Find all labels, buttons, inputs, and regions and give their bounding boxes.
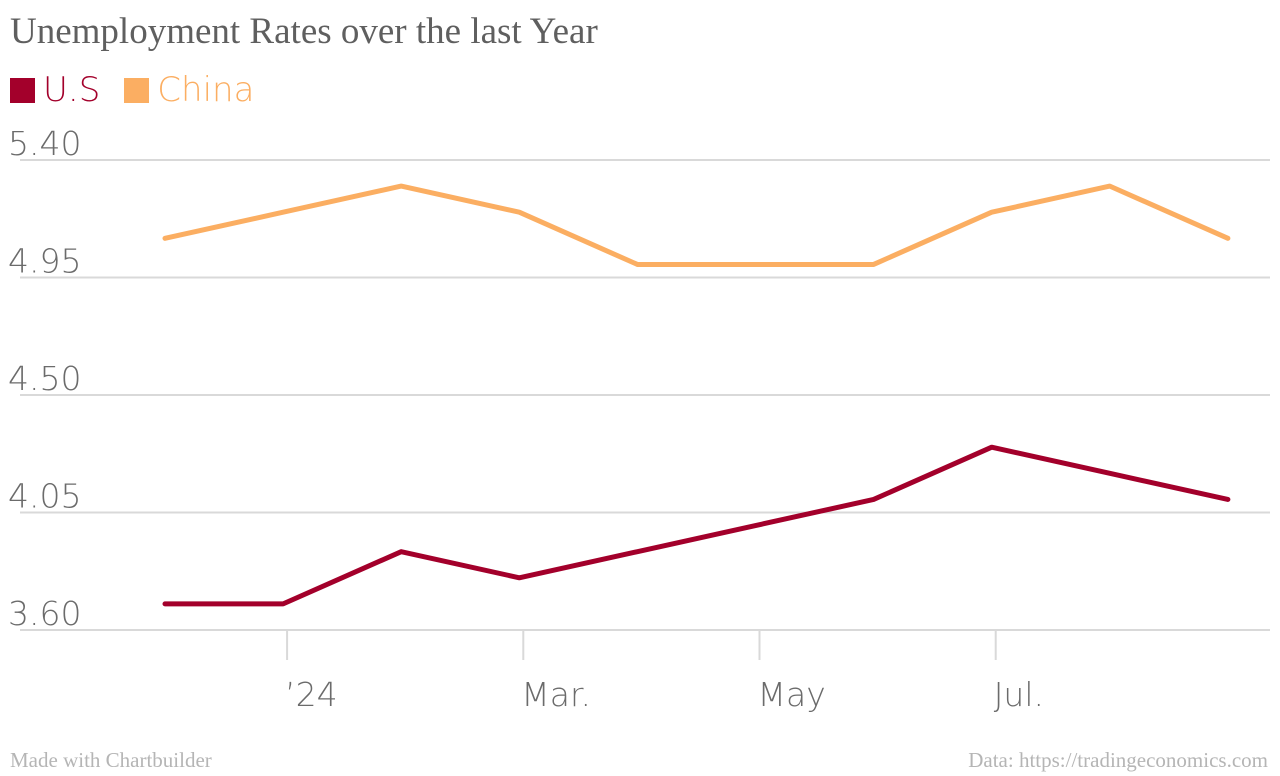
- y-tick-label-1: 4.95: [8, 242, 81, 281]
- series-line-u-s: [162, 444, 1231, 607]
- legend-item-china: China: [124, 70, 254, 110]
- legend: U.S China: [10, 68, 278, 112]
- y-tick-label-4: 3.60: [8, 594, 81, 633]
- legend-label-china: China: [157, 70, 255, 110]
- x-tick-label-2: May: [758, 675, 826, 714]
- chart-title: Unemployment Rates over the last Year: [10, 11, 598, 52]
- legend-swatch-china: [124, 77, 150, 103]
- legend-item-us: U.S: [10, 70, 100, 110]
- y-tick-label-3: 4.05: [8, 477, 81, 516]
- footer-credit: Made with Chartbuilder: [10, 748, 212, 772]
- x-tick-label-0: ’24: [285, 675, 337, 714]
- legend-label-us: U.S: [43, 70, 101, 110]
- x-tick-label-1: Mar.: [521, 675, 591, 714]
- series-line-china: [162, 183, 1231, 267]
- y-tick-label-2: 4.50: [8, 359, 81, 398]
- y-tick-label-0: 5.40: [8, 124, 81, 163]
- x-tick-label-3: Jul.: [994, 675, 1044, 714]
- footer-source: Data: https://tradingeconomics.com: [968, 748, 1268, 772]
- legend-swatch-us: [10, 77, 35, 103]
